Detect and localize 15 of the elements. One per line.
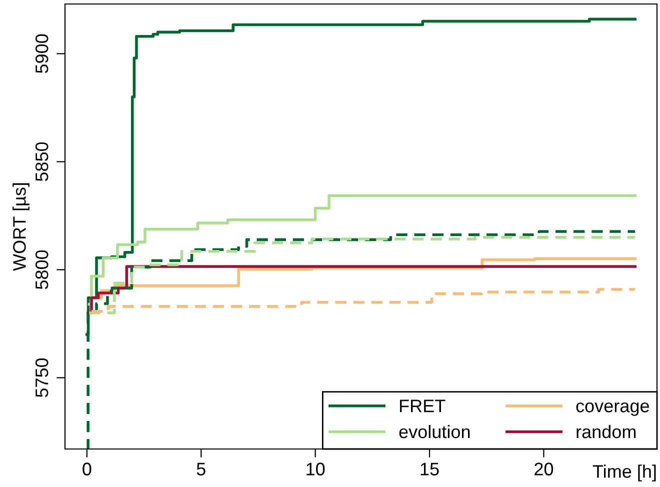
x-axis-title: Time [h] (592, 464, 656, 482)
x-tick-label: 20 (534, 462, 554, 476)
y-tick-label: 5800 (35, 250, 48, 290)
legend-label: FRET (400, 400, 446, 412)
x-tick-label: 5 (196, 462, 206, 476)
legend-label: coverage (576, 402, 649, 416)
x-tick-label: 15 (420, 462, 439, 476)
y-tick-label: 5900 (35, 34, 48, 74)
y-tick-label: 5850 (35, 142, 48, 182)
legend-label: evolution (399, 424, 470, 438)
x-tick-label: 10 (306, 462, 325, 476)
legend-label: random (576, 424, 636, 438)
y-tick-label: 5750 (35, 358, 48, 398)
y-axis-title: WORT [µs] (12, 183, 30, 271)
x-tick-label: 0 (82, 462, 92, 476)
